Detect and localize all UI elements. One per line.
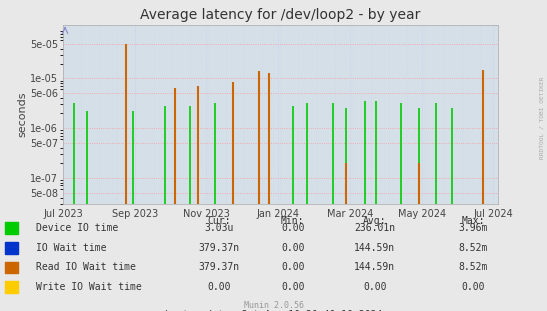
Text: 236.01n: 236.01n <box>354 223 395 233</box>
Text: 0.00: 0.00 <box>207 282 230 292</box>
Text: 0.00: 0.00 <box>281 262 304 272</box>
Text: 0.00: 0.00 <box>281 243 304 253</box>
Text: 144.59n: 144.59n <box>354 262 395 272</box>
Text: Max:: Max: <box>462 216 485 226</box>
Text: 379.37n: 379.37n <box>198 262 240 272</box>
Text: Last update: Sat Aug 10 20:40:10 2024: Last update: Sat Aug 10 20:40:10 2024 <box>165 310 382 311</box>
Text: Avg:: Avg: <box>363 216 386 226</box>
Text: 0.00: 0.00 <box>363 282 386 292</box>
Text: Cur:: Cur: <box>207 216 230 226</box>
Text: 3.03u: 3.03u <box>204 223 234 233</box>
Text: Munin 2.0.56: Munin 2.0.56 <box>243 301 304 310</box>
Y-axis label: seconds: seconds <box>17 91 27 137</box>
Text: Device IO time: Device IO time <box>36 223 118 233</box>
Text: 0.00: 0.00 <box>281 282 304 292</box>
Text: Write IO Wait time: Write IO Wait time <box>36 282 141 292</box>
Text: 0.00: 0.00 <box>281 223 304 233</box>
Text: RRDTOOL / TOBI OETIKER: RRDTOOL / TOBI OETIKER <box>539 77 544 160</box>
Text: IO Wait time: IO Wait time <box>36 243 106 253</box>
Text: 0.00: 0.00 <box>462 282 485 292</box>
Text: 8.52m: 8.52m <box>458 243 488 253</box>
Text: 8.52m: 8.52m <box>458 262 488 272</box>
Text: Min:: Min: <box>281 216 304 226</box>
Text: Read IO Wait time: Read IO Wait time <box>36 262 136 272</box>
Text: 144.59n: 144.59n <box>354 243 395 253</box>
Text: 3.96m: 3.96m <box>458 223 488 233</box>
Text: 379.37n: 379.37n <box>198 243 240 253</box>
Title: Average latency for /dev/loop2 - by year: Average latency for /dev/loop2 - by year <box>140 8 421 22</box>
